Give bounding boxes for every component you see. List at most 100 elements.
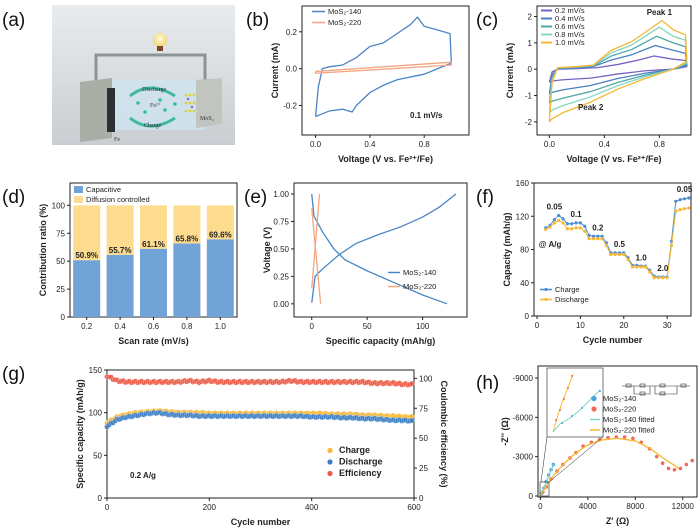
circuit-element bbox=[639, 383, 646, 388]
data-point bbox=[660, 461, 665, 466]
x-axis-title: Voltage (V vs. Fe²⁺/Fe) bbox=[338, 154, 433, 164]
fe-electrode-box bbox=[80, 78, 112, 142]
y2-tick-label: 100 bbox=[419, 374, 433, 383]
series-line-0 bbox=[311, 193, 457, 303]
legend-marker bbox=[327, 459, 333, 465]
anode-label: Fe bbox=[114, 137, 120, 143]
equivalent-circuit-diagram bbox=[622, 383, 690, 396]
legend-label: MoS₂-220 fitted bbox=[603, 426, 655, 435]
data-point bbox=[609, 252, 613, 257]
legend-label: Efficiency bbox=[339, 468, 382, 478]
x-tick-label: 4000 bbox=[579, 502, 597, 511]
series-line-1 bbox=[545, 207, 689, 279]
y2-tick-label: 50 bbox=[419, 434, 428, 443]
bar-capacitive bbox=[106, 254, 134, 317]
chart-h: 0 -3000 -6000 -9000 0 4000 8000 12000 Z' (Ω) -Z''… bbox=[500, 365, 698, 526]
y-axis-title: Current (mA) bbox=[270, 43, 280, 99]
legend-marker bbox=[591, 395, 597, 402]
bar-data-label: 65.8% bbox=[176, 235, 199, 244]
circuit-element bbox=[625, 383, 632, 388]
data-point bbox=[578, 226, 583, 230]
y2-tick-label: 25 bbox=[419, 464, 428, 473]
data-point bbox=[409, 380, 415, 387]
annotation-label: 0.2 bbox=[592, 223, 604, 232]
panel-label-b: (b) bbox=[246, 10, 269, 31]
bar-diffusion bbox=[173, 205, 201, 244]
bar-diffusion bbox=[140, 205, 167, 249]
data-point bbox=[678, 198, 682, 202]
y-tick-label: 1 bbox=[528, 39, 533, 48]
data-point bbox=[561, 217, 565, 221]
annotation-label: 0.05 bbox=[547, 203, 563, 212]
y-tick-label: -6000 bbox=[513, 413, 534, 422]
panel-label-e: (e) bbox=[244, 187, 267, 208]
annotation-label: 2.0 bbox=[657, 264, 669, 273]
data-point bbox=[409, 417, 415, 424]
y-axis-title: Voltage (V) bbox=[262, 227, 272, 273]
legend-marker bbox=[591, 406, 597, 412]
annotation-label: @ A/g bbox=[539, 240, 562, 249]
legend-label: MoS₂-140 fitted bbox=[603, 415, 655, 424]
y-tick-label: 100 bbox=[52, 201, 66, 210]
chart-e: 0.00 0.25 0.50 0.75 1.00 0 50 100 Specific capac… bbox=[262, 182, 468, 346]
data-point bbox=[583, 224, 587, 228]
x-tick-label: 50 bbox=[363, 322, 372, 331]
chart-b: -0.2 0.0 0.2 0.0 0.4 0.8 Voltage (V vs. Fe²⁺/F… bbox=[270, 5, 470, 164]
legend-marker bbox=[327, 470, 333, 477]
x-tick-label: 200 bbox=[203, 503, 217, 512]
legend-label: MoS₂-140 bbox=[603, 394, 636, 403]
data-point bbox=[682, 197, 687, 201]
legend-label: MoS₂-220 bbox=[328, 18, 361, 27]
data-point bbox=[574, 221, 578, 225]
legend-label: MoS₂-220 bbox=[403, 282, 436, 291]
legend-swatch bbox=[74, 186, 83, 193]
bar-data-label: 69.6% bbox=[209, 230, 232, 239]
plot-frame bbox=[537, 365, 698, 498]
series-line-1 bbox=[548, 44, 688, 95]
bulb-base bbox=[157, 46, 163, 51]
data-point bbox=[570, 227, 574, 231]
condition-annotation: 0.1 mV/s bbox=[410, 111, 443, 120]
data-point bbox=[604, 243, 609, 247]
x-tick-label: 0 bbox=[310, 322, 315, 331]
chart-c: -2 -1 0 1 2 0.0 0.4 0.8 Voltage (V vs. Fe²⁺/Fe) C… bbox=[505, 5, 692, 164]
data-point bbox=[665, 276, 669, 280]
panel-label-f: (f) bbox=[476, 187, 494, 208]
plot-frame bbox=[293, 182, 468, 318]
bar-data-label: 61.1% bbox=[142, 240, 165, 249]
x-axis-title: Cycle number bbox=[583, 335, 643, 345]
y-tick-label: 100 bbox=[89, 409, 103, 418]
plot-frame bbox=[301, 5, 470, 136]
y-axis-title: Contribution ratio (%) bbox=[38, 204, 48, 296]
x-axis-title: Scan rate (mV/s) bbox=[118, 336, 189, 346]
data-point bbox=[570, 222, 574, 226]
y-tick-label: 0.0 bbox=[286, 65, 298, 74]
discharge-arrow-icon bbox=[129, 86, 176, 98]
y-tick-label: 0.50 bbox=[273, 245, 289, 254]
data-point bbox=[583, 229, 587, 233]
data-point bbox=[654, 454, 659, 459]
legend-label: MoS₂-140 bbox=[403, 268, 436, 277]
circuit-element bbox=[639, 391, 646, 396]
y-tick-label: 25 bbox=[56, 285, 65, 294]
circuit-wires bbox=[622, 385, 690, 395]
x-tick-label: 30 bbox=[663, 321, 672, 330]
circuit-element bbox=[659, 383, 666, 388]
data-point bbox=[687, 196, 691, 200]
y-tick-label: 0.00 bbox=[273, 300, 289, 309]
data-point bbox=[587, 233, 591, 237]
inset-point bbox=[563, 398, 565, 400]
data-point bbox=[557, 213, 561, 218]
circuit-element bbox=[659, 391, 666, 396]
bar-diffusion bbox=[206, 205, 234, 240]
legend-marker bbox=[544, 287, 548, 292]
data-point bbox=[626, 257, 630, 262]
light-bulb-icon bbox=[153, 33, 167, 47]
bar-diffusion bbox=[106, 205, 134, 255]
y-tick-label: 120 bbox=[516, 212, 530, 221]
ion-label: Fe²⁺ bbox=[150, 102, 161, 109]
charts: -0.2 0.0 0.2 0.0 0.4 0.8 Voltage (V vs. Fe²⁺/F… bbox=[38, 5, 698, 527]
fit-line-2 bbox=[539, 463, 555, 497]
x-tick-label: 0 bbox=[535, 321, 540, 330]
legend-label: 0.8 mV/s bbox=[555, 30, 585, 39]
